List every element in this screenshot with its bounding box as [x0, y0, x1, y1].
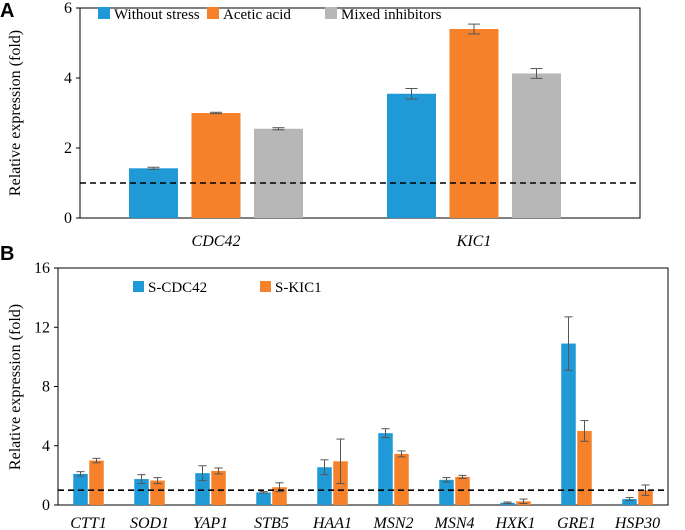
panel-b-category-label: MSN4 — [434, 515, 475, 530]
panel-a-bar — [129, 168, 178, 218]
panel-b-legend-swatch — [260, 281, 271, 292]
panel-b-bar — [638, 490, 653, 505]
panel-b-bar — [378, 433, 393, 505]
panel-b-category-label: MSN2 — [373, 515, 414, 530]
panel-b-category-label: YAP1 — [193, 515, 228, 530]
panel-a-letter: A — [0, 0, 14, 22]
panel-b-bar — [256, 492, 271, 505]
panel-a-plot-frame — [79, 7, 641, 219]
panel-b-bar — [622, 499, 637, 505]
panel-b-legend-label: S-KIC1 — [275, 280, 322, 296]
panel-b-bar — [150, 480, 165, 505]
panel-a-ytick-label: 2 — [64, 140, 72, 157]
panel-a-ytick-label: 4 — [64, 70, 72, 87]
panel-b-category-label: STB5 — [254, 515, 289, 530]
panel-b-bar — [134, 479, 149, 505]
panel-b-bar — [439, 479, 454, 505]
panel-b-bar — [317, 467, 332, 505]
panel-b-bar — [577, 430, 592, 505]
panel-b-bar — [211, 470, 226, 505]
panel-a-category-label: CDC42 — [192, 233, 241, 250]
panel-a-category-label: KIC1 — [456, 233, 492, 250]
panel-b-ytick-label: 4 — [42, 438, 50, 455]
panel-b-category-label: HXK1 — [495, 515, 536, 530]
panel-a-bar — [449, 29, 499, 218]
panel-b-bar — [394, 453, 409, 505]
panel-b-letter: B — [0, 243, 14, 265]
panel-a-legend-label: Mixed inhibitors — [341, 7, 442, 23]
panel-b-ytick-label: 8 — [42, 379, 50, 396]
panel-a-bar — [254, 128, 303, 218]
panel-a-legend-label: Acetic acid — [223, 7, 291, 23]
panel-a-y-axis-label: Relative expression (fold) — [7, 30, 24, 196]
panel-b-category-label: GRE1 — [557, 515, 596, 530]
panel-b-ytick-label: 16 — [34, 260, 50, 277]
panel-b-category-label: SOD1 — [130, 515, 169, 530]
panel-b-bar — [561, 343, 576, 505]
panel-a-ytick-label: 6 — [64, 0, 72, 17]
panel-a-ytick-label: 0 — [64, 210, 72, 227]
panel-a-bar — [387, 93, 436, 218]
panel-a-legend-swatch — [98, 7, 110, 19]
panel-b-legend-swatch — [133, 281, 144, 292]
panel-b-bar — [195, 473, 210, 505]
panel-b-bar — [89, 460, 104, 505]
panel-b-y-axis-label: Relative expression (fold) — [7, 304, 24, 470]
panel-b-category-label: CTT1 — [70, 515, 106, 530]
panel-b-ytick-label: 0 — [42, 497, 50, 514]
panel-a-bar — [512, 73, 561, 218]
panel-a-legend-swatch — [325, 7, 337, 19]
panel-b-category-label: HAA1 — [312, 515, 352, 530]
panel-b-category-label: HSP30 — [614, 515, 660, 530]
panel-a-chart: 0 2 4 6 Relative expression (fold) CDC42 KIC1 W… — [7, 0, 641, 250]
panel-b-chart: 0 4 8 12 16 Relative expression (fold) CTT1 SOD… — [7, 260, 669, 530]
panel-b-plot-frame — [57, 267, 669, 506]
panel-b-ytick-label: 12 — [34, 319, 50, 336]
panel-b-legend-label: S-CDC42 — [148, 280, 207, 296]
panel-a-bar — [191, 113, 241, 218]
panel-a-legend-swatch — [207, 7, 219, 19]
panel-a-legend-label: Without stress — [114, 7, 200, 23]
